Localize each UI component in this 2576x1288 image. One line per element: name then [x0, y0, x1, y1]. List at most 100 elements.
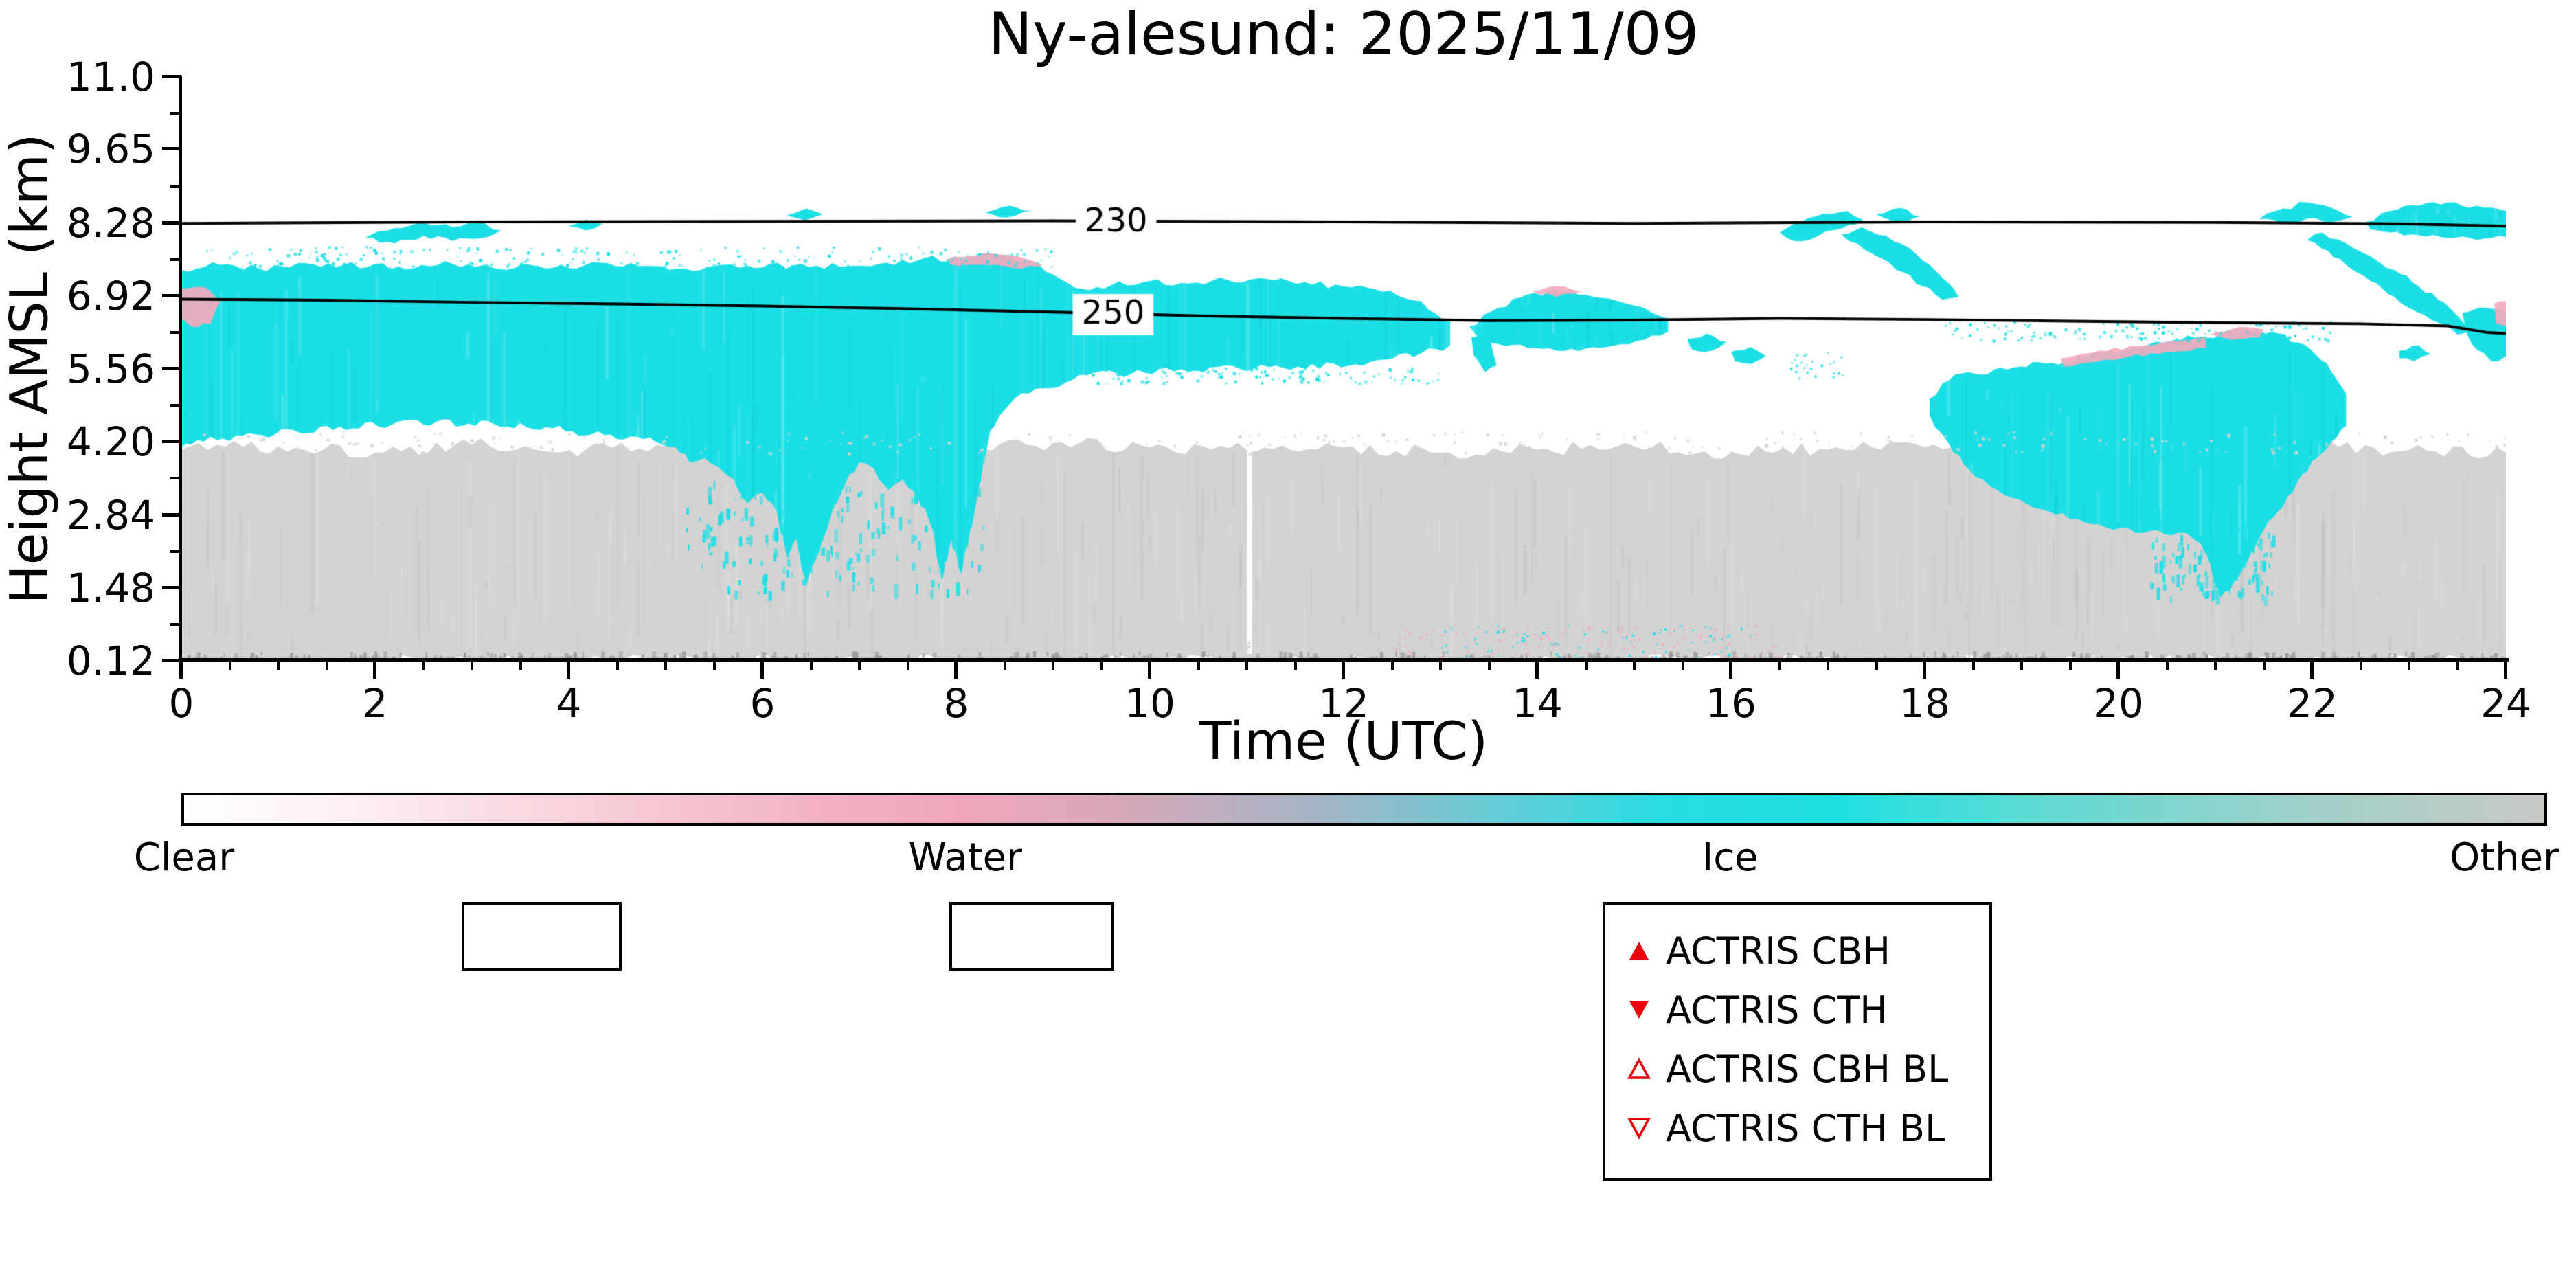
y-tick-label: 11.0 — [66, 54, 155, 100]
y-tick-label: 1.48 — [66, 564, 155, 611]
x-tick-label: 4 — [556, 680, 582, 727]
x-minor-tick — [2456, 661, 2459, 670]
x-tick — [567, 661, 570, 679]
x-minor-tick — [1100, 661, 1103, 670]
x-minor-tick — [1293, 661, 1297, 670]
y-tick-label: 0.12 — [66, 637, 155, 684]
x-tick-label: 20 — [2093, 680, 2144, 727]
colorbar-label-ice: Ice — [1702, 835, 1759, 880]
y-tick — [162, 221, 181, 225]
x-minor-tick — [858, 661, 861, 670]
x-tick-label: 2 — [362, 680, 388, 727]
x-minor-tick — [422, 661, 425, 670]
x-tick-label: 10 — [1125, 680, 1175, 727]
x-minor-tick — [809, 661, 813, 670]
y-tick — [162, 75, 181, 78]
y-minor-tick — [170, 550, 181, 553]
legend-item-label: ACTRIS CBH — [1666, 929, 1890, 973]
x-tick-label: 24 — [2481, 680, 2531, 727]
x-tick — [1342, 661, 1345, 679]
x-minor-tick — [2020, 661, 2023, 670]
y-minor-tick — [170, 477, 181, 480]
empty-box-1 — [462, 902, 622, 971]
x-minor-tick — [519, 661, 522, 670]
x-minor-tick — [1971, 661, 1975, 670]
x-tick-label: 12 — [1318, 680, 1369, 727]
x-minor-tick — [1245, 661, 1248, 670]
x-tick-label: 6 — [749, 680, 776, 727]
x-minor-tick — [2214, 661, 2217, 670]
y-minor-tick — [170, 404, 181, 407]
x-minor-tick — [2408, 661, 2410, 670]
y-tick — [162, 512, 181, 517]
x-tick — [1148, 661, 1151, 679]
x-minor-tick — [1439, 661, 1442, 670]
marker-legend: ACTRIS CBH ACTRIS CTH ACTRIS CBH BL ACTR… — [1603, 902, 1992, 1181]
legend-item-label: ACTRIS CTH — [1666, 988, 1888, 1032]
x-minor-tick — [228, 661, 231, 670]
x-minor-tick — [2068, 661, 2072, 670]
y-tick — [162, 147, 181, 151]
x-tick — [760, 661, 764, 679]
y-tick — [162, 440, 181, 444]
x-minor-tick — [471, 661, 473, 670]
y-minor-tick — [170, 184, 181, 188]
x-minor-tick — [1875, 661, 1878, 670]
triangle-up-filled-icon — [1629, 942, 1649, 960]
x-minor-tick — [615, 661, 619, 670]
x-tick — [1535, 661, 1539, 679]
x-minor-tick — [1681, 661, 1684, 670]
legend-item-actris-cth: ACTRIS CTH — [1626, 980, 1989, 1039]
x-tick-label: 14 — [1512, 680, 1563, 727]
x-minor-tick — [2359, 661, 2362, 670]
x-tick — [1729, 661, 1732, 679]
x-tick — [954, 661, 958, 679]
x-minor-tick — [1827, 661, 1829, 670]
triangle-down-open-icon — [1627, 1118, 1651, 1140]
x-minor-tick — [325, 661, 328, 670]
x-minor-tick — [1197, 661, 1200, 670]
x-tick — [1923, 661, 1926, 679]
x-minor-tick — [1003, 661, 1006, 670]
heatmap-plot — [181, 77, 2506, 661]
triangle-up-open-icon — [1627, 1057, 1651, 1079]
x-minor-tick — [1390, 661, 1394, 670]
x-minor-tick — [2262, 661, 2266, 670]
triangle-down-filled-icon — [1629, 1001, 1649, 1019]
y-minor-tick — [170, 622, 181, 626]
x-tick-label: 8 — [943, 680, 969, 727]
y-tick-label: 6.92 — [66, 272, 155, 319]
x-axis-spine — [179, 658, 2509, 662]
y-tick — [162, 659, 181, 662]
x-minor-tick — [1778, 661, 1781, 670]
x-tick — [2116, 661, 2120, 679]
x-tick — [373, 661, 376, 679]
y-tick-label: 9.65 — [66, 126, 155, 173]
x-tick-label: 18 — [1899, 680, 1950, 727]
colorbar-label-other: Other — [2450, 835, 2560, 880]
y-tick-label: 4.20 — [66, 418, 155, 466]
x-minor-tick — [712, 661, 716, 670]
x-tick-label: 0 — [168, 680, 194, 727]
y-tick-label: 8.28 — [66, 199, 155, 247]
legend-item-actris-cbh-bl: ACTRIS CBH BL — [1626, 1039, 1989, 1098]
y-minor-tick — [170, 258, 181, 261]
y-tick — [162, 293, 181, 297]
x-minor-tick — [2165, 661, 2169, 670]
x-tick — [179, 661, 183, 679]
colorbar — [181, 793, 2547, 826]
x-minor-tick — [664, 661, 667, 670]
colorbar-label-water: Water — [908, 835, 1023, 880]
x-minor-tick — [1633, 661, 1636, 670]
empty-box-2 — [949, 902, 1114, 971]
legend-item-label: ACTRIS CTH BL — [1666, 1106, 1946, 1150]
y-minor-tick — [170, 111, 181, 115]
y-tick-label: 2.84 — [66, 491, 155, 539]
y-tick-label: 5.56 — [66, 346, 155, 392]
x-axis-label: Time (UTC) — [1199, 710, 1489, 771]
x-minor-tick — [906, 661, 909, 670]
colorbar-label-clear: Clear — [133, 835, 235, 880]
legend-item-actris-cbh: ACTRIS CBH — [1626, 921, 1989, 980]
chart-title: Ny-alesund: 2025/11/09 — [988, 0, 1699, 69]
